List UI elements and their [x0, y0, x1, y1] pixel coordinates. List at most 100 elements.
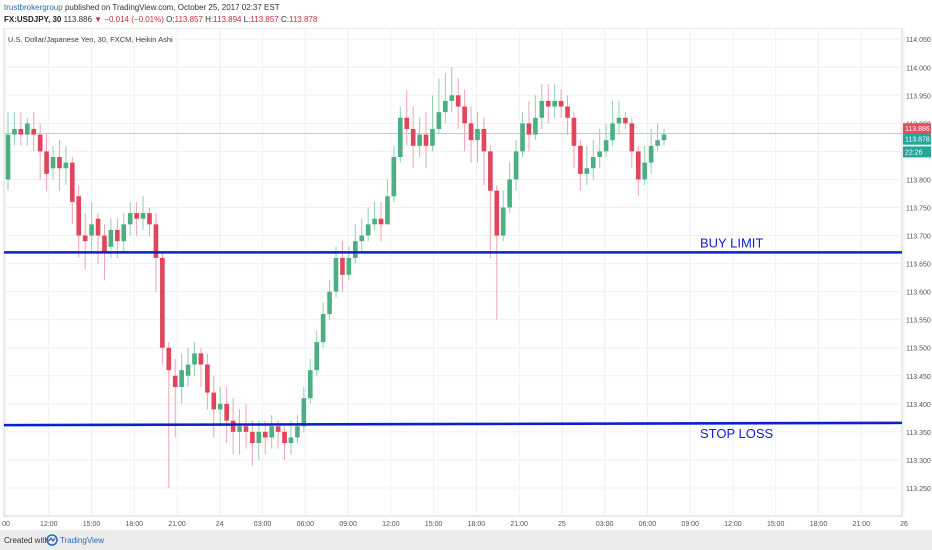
candle-body [115, 229, 120, 242]
candle-body [365, 224, 371, 236]
candle-body [352, 241, 358, 258]
author-link[interactable]: trustbrokergroup [4, 3, 63, 12]
price-change: −0.014 (−0.01%) [104, 15, 164, 24]
y-tick-label: 113.350 [906, 430, 931, 437]
candle-body [436, 112, 442, 129]
ohlc-line: FX:USDJPY, 30 113.886 ▼ −0.014 (−0.01%) … [4, 15, 317, 25]
horizontal-line-label: BUY LIMIT [700, 235, 763, 250]
candle-body [494, 190, 500, 236]
candle-body [597, 151, 603, 158]
candle-body [140, 213, 146, 219]
down-arrow-icon: ▼ [94, 15, 103, 24]
candle-body [603, 140, 609, 152]
candle-body [95, 218, 101, 236]
candle-body [661, 134, 667, 141]
candle-body [262, 431, 268, 438]
close-label: C: [280, 15, 289, 24]
candle-body [500, 207, 506, 236]
candle-body [359, 235, 365, 242]
y-tick-label: 113.500 [906, 346, 931, 353]
x-tick-label: 09:00 [339, 521, 357, 528]
candle-body [314, 342, 320, 371]
candle-body [44, 151, 49, 174]
candle-body [507, 179, 512, 208]
candle-body [629, 123, 635, 152]
chart-header: trustbrokergroup published on TradingVie… [0, 0, 932, 28]
candle-body [269, 426, 275, 438]
candle-body [166, 347, 172, 371]
candle-body [565, 106, 570, 118]
candle-body [468, 123, 474, 141]
y-tick-label: 113.450 [906, 374, 931, 381]
candle-body [12, 128, 17, 135]
high-label: H: [205, 15, 214, 24]
created-with-text: Created with [4, 536, 49, 545]
candle-body [404, 117, 410, 129]
candle-body [160, 257, 165, 348]
price-tag-label: 22:26 [905, 149, 923, 156]
candle-body [520, 123, 525, 152]
candle-body [185, 364, 191, 376]
candle-body [282, 431, 287, 444]
candle-body [82, 235, 88, 242]
x-tick-label: 12:00 [40, 521, 58, 528]
y-tick-label: 114.050 [906, 37, 931, 44]
x-tick-label: 09:00 [681, 521, 699, 528]
candle-body [655, 140, 660, 146]
candle-body [443, 100, 448, 113]
open-label: O: [166, 15, 175, 24]
price-tag [903, 123, 931, 135]
candle-body [513, 151, 519, 180]
x-tick-label: 18:00 [468, 521, 486, 528]
low-value: 113.857 [250, 15, 279, 24]
price-tag [903, 146, 931, 158]
footer-bar: Created with TradingView [0, 530, 932, 550]
candle-body [488, 151, 493, 191]
candle-body [623, 117, 628, 124]
candle-body [391, 157, 397, 197]
candle-body [63, 162, 69, 169]
candle-body [69, 162, 75, 202]
candle-body [275, 426, 281, 432]
candle-body [378, 218, 384, 225]
candle-body [481, 128, 487, 152]
symbol-label: FX:USDJPY, 30 [4, 15, 62, 24]
candle-body [50, 157, 56, 169]
x-tick-label: 18:00 [810, 521, 828, 528]
candle-body [5, 134, 11, 180]
candle-body [455, 95, 461, 107]
x-tick-label: 21:00 [168, 521, 186, 528]
candle-body [288, 437, 294, 444]
close-value: 113.878 [288, 15, 318, 24]
price-tag-label: 113.886 [905, 126, 930, 133]
candle-body [172, 375, 178, 387]
candle-body [552, 100, 557, 107]
x-tick-label: 12:00 [724, 521, 742, 528]
x-tick-label: 06:00 [639, 521, 657, 528]
candle-body [462, 106, 467, 124]
tradingview-link[interactable]: TradingView [60, 536, 105, 545]
horizontal-line [3, 421, 903, 427]
candle-body [340, 257, 345, 275]
candle-body [545, 100, 551, 107]
candle-body [237, 426, 242, 432]
plot-frame [3, 28, 903, 517]
candle-body [642, 162, 648, 180]
candle-body [307, 370, 313, 399]
candle-body [584, 168, 590, 174]
candle-body [153, 224, 159, 258]
candle-body [179, 370, 184, 387]
candle-body [224, 403, 229, 421]
candle-body [24, 123, 30, 135]
candle-body [417, 134, 422, 146]
candle-body [243, 426, 249, 432]
candle-body [590, 157, 596, 169]
x-tick-label: 21:00 [852, 521, 870, 528]
last-price: 113.886 [63, 15, 92, 24]
chart-title: U.S. Dollar/Japanese Yen, 30, FXCM, Heik… [8, 35, 173, 44]
candle-body [89, 224, 94, 236]
tradingview-logo-icon [46, 534, 58, 546]
candlestick-chart[interactable]: 114.050114.000113.950113.900113.850113.8… [0, 28, 932, 530]
candle-body [539, 100, 545, 118]
open-value: 113.857 [174, 15, 203, 24]
